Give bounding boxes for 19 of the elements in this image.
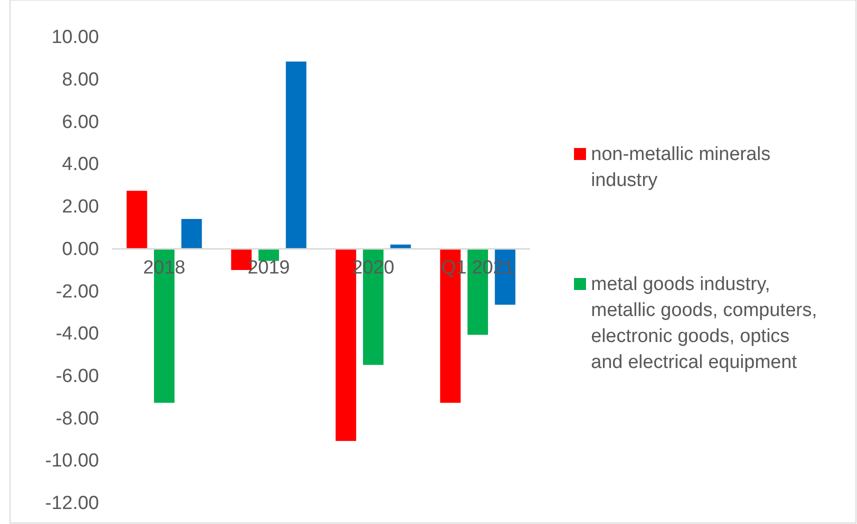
y-tick-label: -2.00 (56, 281, 99, 302)
bar (258, 248, 280, 261)
bar (286, 62, 306, 249)
x-tick-label: 2019 (248, 257, 290, 278)
y-tick-label: 4.00 (62, 154, 99, 176)
legend-label: non-metallic minerals industry (591, 144, 771, 191)
legend-label: metal goods industry, metallic goods, computers, electronic goods, optics and electrical equipment (591, 274, 817, 373)
y-tick-label: -6.00 (56, 366, 99, 387)
y-tick-label: -4.00 (56, 324, 99, 345)
bar (181, 218, 202, 249)
y-tick-label: -10.00 (45, 450, 99, 472)
y-tick-label: 8.00 (62, 69, 99, 90)
bar (126, 190, 148, 249)
y-tick-label: 6.00 (62, 112, 99, 133)
y-tick-label: 10.00 (51, 27, 99, 48)
y-tick-label: 2.00 (62, 196, 99, 218)
y-tick-label: 0.00 (62, 238, 99, 260)
y-tick-label: -8.00 (56, 408, 99, 430)
y-tick-label: -12.00 (45, 493, 99, 514)
